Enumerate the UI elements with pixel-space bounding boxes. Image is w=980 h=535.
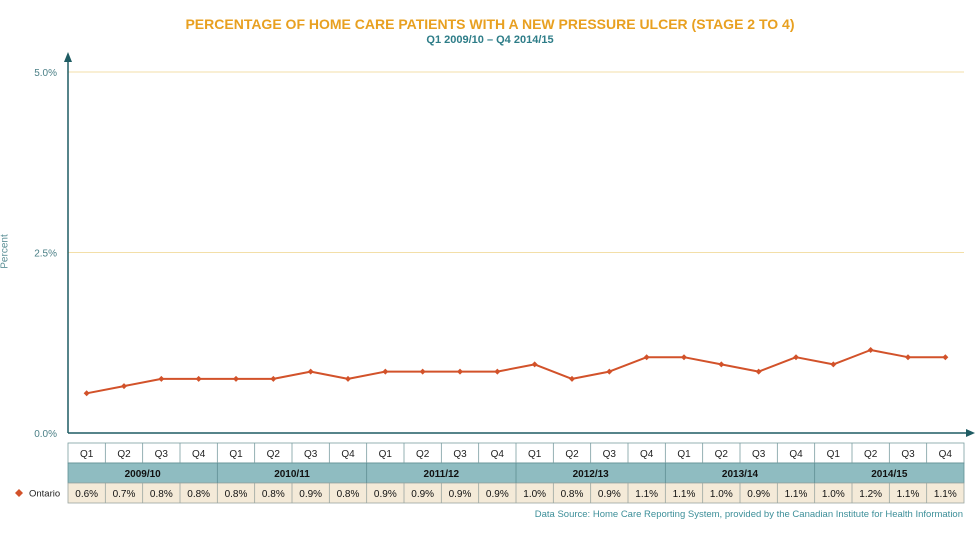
data-label: 1.1%	[897, 489, 920, 500]
data-label: 1.1%	[785, 489, 808, 500]
data-point	[307, 368, 314, 375]
data-point	[121, 383, 127, 390]
data-label: 0.8%	[262, 489, 285, 500]
quarter-label: Q2	[416, 449, 430, 460]
quarter-label: Q1	[528, 449, 542, 460]
data-point	[942, 354, 949, 361]
quarter-label: Q3	[304, 449, 318, 460]
data-point	[718, 361, 725, 368]
y-tick-label: 2.5%	[34, 249, 57, 260]
quarter-label: Q2	[117, 449, 131, 460]
data-point	[195, 375, 202, 382]
data-label: 0.9%	[747, 489, 770, 500]
year-label: 2014/15	[871, 469, 908, 480]
grid-lines	[68, 71, 964, 253]
data-label: 0.7%	[113, 489, 136, 500]
data-source-note: Data Source: Home Care Reporting System,…	[534, 509, 963, 520]
quarter-label: Q2	[565, 449, 579, 460]
legend-label-ontario: Ontario	[29, 489, 60, 500]
year-label: 2012/13	[573, 469, 610, 480]
chart-title: PERCENTAGE OF HOME CARE PATIENTS WITH A …	[185, 16, 795, 32]
data-point	[867, 346, 874, 353]
data-point	[83, 390, 90, 397]
data-label: 0.9%	[411, 489, 434, 500]
data-point	[681, 354, 687, 361]
data-label: 0.8%	[187, 489, 210, 500]
year-label: 2009/10	[125, 469, 162, 480]
data-point	[419, 368, 426, 375]
data-label: 0.9%	[449, 489, 472, 500]
data-label: 1.0%	[822, 489, 845, 500]
data-label: 0.8%	[561, 489, 584, 500]
quarter-label: Q4	[192, 449, 206, 460]
quarter-label: Q1	[229, 449, 243, 460]
x-axis-arrow	[966, 429, 975, 437]
data-point	[457, 368, 463, 375]
year-label: 2011/12	[424, 469, 460, 480]
chart-subtitle: Q1 2009/10 – Q4 2014/15	[426, 34, 554, 46]
quarter-label: Q4	[491, 449, 505, 460]
data-point	[905, 354, 911, 361]
data-label: 0.9%	[299, 489, 322, 500]
y-tick-labels: 0.0% 2.5% 5.0%	[34, 68, 57, 440]
data-label: 0.8%	[225, 489, 248, 500]
data-point	[382, 368, 389, 375]
data-label: 0.9%	[374, 489, 397, 500]
quarter-label: Q3	[901, 449, 915, 460]
quarter-label: Q1	[80, 449, 94, 460]
data-point	[793, 354, 799, 361]
quarter-label: Q3	[453, 449, 467, 460]
y-tick-label: 0.0%	[34, 429, 57, 440]
data-point	[755, 368, 762, 375]
data-label: 0.9%	[486, 489, 509, 500]
data-label: 1.1%	[673, 489, 696, 500]
data-label: 1.0%	[710, 489, 733, 500]
quarter-label: Q1	[379, 449, 393, 460]
data-point	[270, 375, 277, 382]
quarter-label: Q4	[789, 449, 803, 460]
data-label: 1.0%	[523, 489, 546, 500]
data-point	[569, 375, 575, 382]
series-ontario	[83, 346, 949, 397]
data-point	[531, 361, 538, 368]
data-point	[158, 375, 165, 382]
data-label: 1.1%	[934, 489, 957, 500]
year-label: 2013/14	[722, 469, 759, 480]
data-label: 0.6%	[75, 489, 98, 500]
data-point	[345, 375, 351, 382]
quarter-label: Q1	[827, 449, 841, 460]
y-tick-label: 5.0%	[34, 68, 57, 79]
data-label: 1.2%	[859, 489, 882, 500]
legend-marker-ontario	[15, 489, 23, 497]
data-point	[643, 354, 650, 361]
data-label: 0.9%	[598, 489, 621, 500]
quarter-label: Q3	[603, 449, 617, 460]
axes	[64, 52, 975, 437]
data-point	[830, 361, 837, 368]
data-point	[494, 368, 501, 375]
quarter-label: Q4	[939, 449, 953, 460]
quarter-label: Q4	[640, 449, 654, 460]
data-point	[233, 375, 239, 382]
data-label: 0.8%	[150, 489, 173, 500]
y-axis-arrow	[64, 52, 72, 62]
quarter-label: Q4	[341, 449, 355, 460]
data-point	[606, 368, 613, 375]
quarter-label: Q2	[715, 449, 729, 460]
data-label: 0.8%	[337, 489, 360, 500]
data-label: 1.1%	[635, 489, 658, 500]
year-label: 2010/11	[274, 469, 310, 480]
series-line-ontario	[86, 349, 946, 395]
quarter-label: Q2	[267, 449, 281, 460]
data-table: Q1 0.6% Q2 0.7% Q3 0.8% Q4 0.8% Q1 0.8% Q2 0.8% Q3 0.…	[15, 442, 965, 504]
quarter-label: Q1	[677, 449, 691, 460]
quarter-label: Q2	[864, 449, 878, 460]
quarter-label: Q3	[155, 449, 169, 460]
quarter-label: Q3	[752, 449, 766, 460]
